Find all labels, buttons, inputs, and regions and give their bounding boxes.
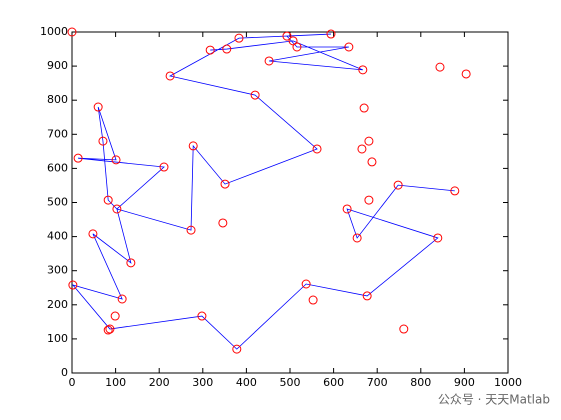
city-point	[67, 27, 77, 37]
x-tick-label: 500	[280, 376, 301, 389]
city-point	[264, 56, 274, 66]
y-tick-label: 100	[47, 332, 68, 345]
y-tick-label: 400	[47, 230, 68, 243]
city-point	[186, 225, 196, 235]
city-point	[352, 233, 362, 243]
city-point	[105, 324, 115, 334]
y-tick-label: 600	[47, 161, 68, 174]
city-point	[111, 155, 121, 165]
city-point	[218, 218, 228, 228]
x-tick-label: 200	[149, 376, 170, 389]
x-tick-label: 600	[323, 376, 344, 389]
city-point	[367, 157, 377, 167]
x-tick-label: 0	[69, 376, 76, 389]
city-point	[88, 229, 98, 239]
city-point	[98, 136, 108, 146]
plot-area	[71, 31, 509, 374]
route-line	[71, 33, 455, 350]
city-point	[103, 195, 113, 205]
x-tick-label: 800	[410, 376, 431, 389]
city-point	[112, 204, 122, 214]
city-point	[312, 144, 322, 154]
city-point	[435, 62, 445, 72]
city-point	[342, 204, 352, 214]
city-point	[359, 103, 369, 113]
city-point	[250, 90, 260, 100]
city-point	[165, 71, 175, 81]
city-point	[232, 344, 242, 354]
y-tick-label: 0	[61, 366, 68, 379]
city-point	[364, 136, 374, 146]
city-point	[68, 280, 78, 290]
x-tick-label: 900	[454, 376, 475, 389]
city-point	[450, 186, 460, 196]
city-point	[73, 153, 83, 163]
city-point	[399, 324, 409, 334]
x-tick-label: 700	[367, 376, 388, 389]
x-tick-label: 1000	[494, 376, 522, 389]
city-point	[222, 44, 232, 54]
city-point	[117, 294, 127, 304]
city-point	[393, 180, 403, 190]
city-point	[93, 102, 103, 112]
city-point	[126, 258, 136, 268]
city-point	[301, 279, 311, 289]
city-point	[220, 179, 230, 189]
y-tick-label: 900	[47, 59, 68, 72]
y-tick-label: 500	[47, 196, 68, 209]
city-point	[344, 42, 354, 52]
city-point	[205, 45, 215, 55]
y-tick-label: 800	[47, 93, 68, 106]
city-point	[308, 295, 318, 305]
city-point	[358, 65, 368, 75]
city-point	[110, 311, 120, 321]
y-tick-label: 700	[47, 127, 68, 140]
city-point	[159, 162, 169, 172]
city-point	[364, 195, 374, 205]
y-tick-label: 300	[47, 264, 68, 277]
city-point	[103, 325, 113, 335]
city-point	[197, 311, 207, 321]
city-point	[234, 33, 244, 43]
city-point	[188, 141, 198, 151]
city-point	[326, 29, 336, 39]
x-tick-label: 100	[105, 376, 126, 389]
y-tick-label: 1000	[40, 25, 68, 38]
city-point	[433, 233, 443, 243]
city-point	[282, 31, 292, 41]
city-point	[292, 42, 302, 52]
watermark: 公众号 · 天天Matlab	[438, 393, 550, 407]
city-point	[362, 291, 372, 301]
x-tick-label: 300	[192, 376, 213, 389]
city-point	[357, 144, 367, 154]
x-tick-label: 400	[236, 376, 257, 389]
y-tick-label: 200	[47, 298, 68, 311]
city-point	[461, 69, 471, 79]
